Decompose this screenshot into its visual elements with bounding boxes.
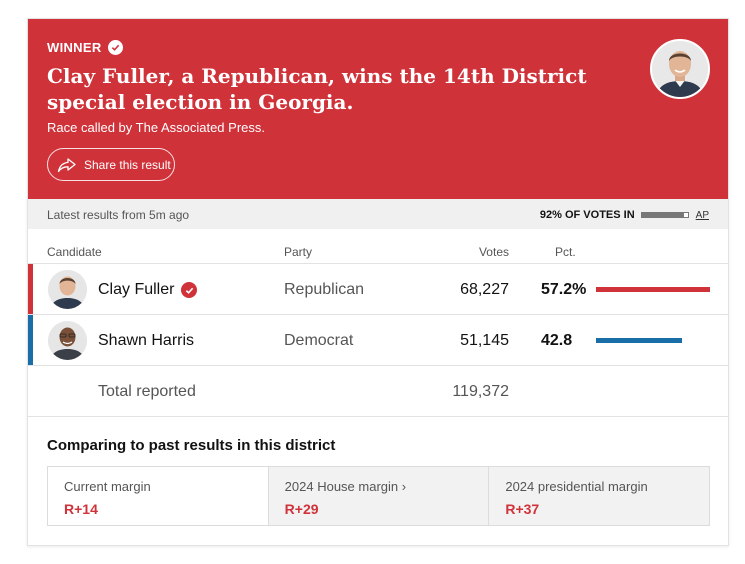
divider <box>28 416 728 417</box>
cmp-value: R+14 <box>64 501 98 517</box>
last-updated: Latest results from 5m ago <box>47 208 190 222</box>
candidate-name-text: Shawn Harris <box>98 332 195 349</box>
avatar <box>48 270 87 309</box>
cmp-value: R+29 <box>284 501 319 517</box>
cmp-label: Current margin <box>64 479 151 494</box>
presidential-margin-cell: 2024 presidential margin R+37 <box>489 467 710 525</box>
pct-bar <box>596 338 682 343</box>
party-color-marker <box>28 315 33 365</box>
pct: 42.8 <box>541 332 573 349</box>
total-votes: 119,372 <box>452 383 509 400</box>
candidate-name: Shawn Harris <box>98 332 194 350</box>
avatar <box>48 321 87 360</box>
candidate-name: Clay Fuller <box>98 281 198 299</box>
pct: 57.2% <box>541 281 587 298</box>
cmp-value: R+37 <box>505 501 540 517</box>
results-card: WINNER Clay Fuller, a Republican, wins t… <box>27 18 729 546</box>
house-margin-cell[interactable]: 2024 House margin › R+29 <box>268 467 490 525</box>
winner-check-icon <box>181 282 198 298</box>
votes: 51,145 <box>460 332 509 349</box>
table-row: Shawn Harris Democrat 51,145 42.8 <box>28 314 728 365</box>
reporting-status: 92% OF VOTES IN AP <box>540 209 709 221</box>
header-pct: Pct. <box>555 245 576 259</box>
header-party: Party <box>284 245 313 259</box>
table-row: Clay Fuller Republican 68,227 57.2% <box>28 263 728 314</box>
compare-title: Comparing to past results in this distri… <box>47 437 336 454</box>
winner-label: WINNER <box>47 40 102 55</box>
status-bar: Latest results from 5m ago 92% OF VOTES … <box>28 199 728 229</box>
reporting-bar-fill <box>641 213 684 217</box>
winner-headshot <box>650 39 710 99</box>
party: Democrat <box>284 332 354 349</box>
candidate-name-text: Clay Fuller <box>98 281 175 298</box>
reporting-label: 92% OF VOTES IN <box>539 209 635 221</box>
total-label: Total reported <box>98 383 196 400</box>
share-icon <box>57 157 76 172</box>
cmp-label: 2024 presidential margin <box>505 479 648 494</box>
ap-link[interactable]: AP <box>695 209 709 221</box>
header-candidate: Candidate <box>47 245 102 259</box>
header-votes: Votes <box>478 245 509 259</box>
checkmark-icon <box>107 40 123 55</box>
reporting-bar <box>640 212 689 218</box>
cmp-label: 2024 House margin › <box>284 479 407 494</box>
winner-banner: WINNER Clay Fuller, a Republican, wins t… <box>28 19 728 199</box>
pct-bar <box>596 287 710 292</box>
total-row: Total reported 119,372 <box>28 365 728 416</box>
race-called-note: Race called by The Associated Press. <box>47 120 265 135</box>
current-margin-cell: Current margin R+14 <box>48 467 269 525</box>
party-color-marker <box>28 264 33 314</box>
votes: 68,227 <box>460 281 509 298</box>
share-result-button[interactable]: Share this result <box>47 148 175 181</box>
party: Republican <box>284 281 365 298</box>
headline: Clay Fuller, a Republican, wins the 14th… <box>47 64 587 114</box>
share-label: Share this result <box>84 157 171 172</box>
winner-row: WINNER <box>47 40 123 55</box>
compare-box: Current margin R+14 2024 House margin › … <box>47 466 710 526</box>
